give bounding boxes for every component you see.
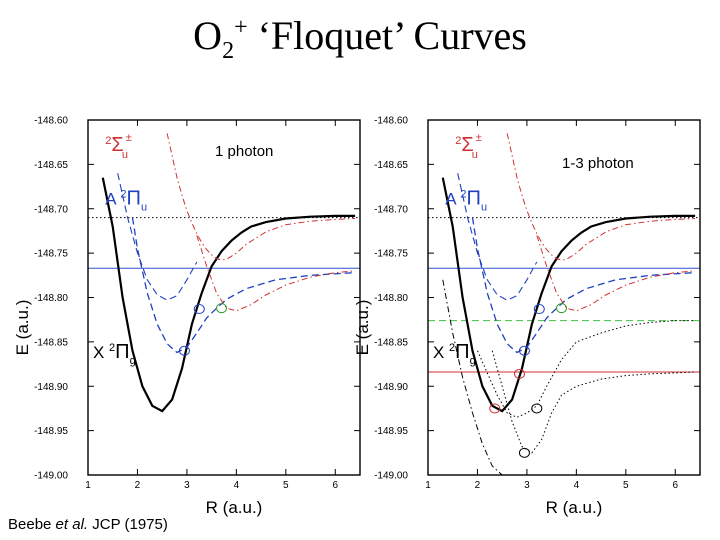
x-tick-label: 3 (184, 480, 190, 491)
y-tick-label: -148.65 (374, 160, 408, 171)
plot-frame (87, 119, 361, 476)
x-tick-label: 6 (332, 480, 338, 491)
potential-curve (196, 235, 356, 312)
crossing-marker (489, 403, 501, 414)
potential-curve (101, 177, 356, 413)
crossing-marker (518, 447, 530, 458)
state-label: 2Σ ± u (105, 132, 132, 161)
potential-curve (457, 173, 538, 301)
crossing-marker (178, 345, 190, 356)
chart-panel-1: 1 2 3 4 5 6 -148.60 -148.65 -148.70 -148.75 -148.8… (13, 116, 361, 517)
y-tick-label: -148.60 (374, 116, 408, 127)
y-axis-label: E (a.u.) (353, 300, 372, 356)
crossing-marker (556, 303, 568, 314)
y-tick-label: -148.80 (374, 293, 408, 304)
y-tick-label: -148.80 (34, 293, 68, 304)
photon-annotation: 1-3 photon (562, 155, 634, 172)
y-tick-label: -148.95 (374, 426, 408, 437)
potential-curve (471, 217, 696, 354)
y-tick-label: -148.85 (34, 337, 68, 348)
potential-curve (442, 279, 503, 475)
state-label: X 2Πg (93, 341, 136, 367)
state-label: 2Σ ± u (455, 132, 482, 161)
potential-curve (506, 133, 696, 261)
y-tick-label: -148.70 (34, 204, 68, 215)
x-tick-label: 3 (524, 480, 530, 491)
y-tick-label: -148.65 (34, 160, 68, 171)
plot-frame (427, 119, 701, 476)
crossing-marker (216, 303, 228, 314)
y-tick-label: -148.75 (34, 249, 68, 260)
potential-curve (117, 173, 198, 301)
x-axis-label: R (a.u.) (546, 498, 603, 517)
x-tick-label: 2 (475, 480, 481, 491)
y-tick-label: -149.00 (34, 471, 68, 482)
citation: Beebe et al. JCP (1975) (8, 516, 168, 533)
x-tick-label: 2 (135, 480, 141, 491)
crossing-marker (533, 304, 545, 315)
x-tick-label: 4 (234, 480, 240, 491)
y-tick-label: -148.90 (374, 382, 408, 393)
potential-curve (441, 177, 696, 413)
x-tick-label: 1 (85, 480, 91, 491)
crossing-marker (518, 345, 530, 356)
photon-annotation: 1 photon (215, 143, 273, 160)
y-tick-label: -148.75 (374, 249, 408, 260)
x-axis-label: R (a.u.) (206, 498, 263, 517)
x-tick-label: 6 (672, 480, 678, 491)
y-tick-label: -148.90 (34, 382, 68, 393)
y-tick-label: -148.70 (374, 204, 408, 215)
crossing-marker (193, 304, 205, 315)
y-tick-label: -149.00 (374, 471, 408, 482)
x-tick-label: 5 (283, 480, 289, 491)
y-tick-label: -148.60 (34, 116, 68, 127)
x-tick-label: 1 (425, 480, 431, 491)
potential-curve (477, 320, 696, 418)
state-label: A 2Πu (445, 187, 487, 213)
y-axis-label: E (a.u.) (13, 300, 32, 356)
x-tick-label: 4 (574, 480, 580, 491)
state-label: A 2Πu (105, 187, 147, 213)
chart-panel-2: 1 2 3 4 5 6 -148.60 -148.65 -148.70 -148.75 -148.8… (353, 116, 701, 517)
potential-curve (131, 217, 356, 354)
state-label: X 2Πg (433, 341, 476, 367)
x-tick-label: 5 (623, 480, 629, 491)
y-tick-label: -148.95 (34, 426, 68, 437)
potential-curve (536, 235, 696, 312)
crossing-marker (513, 368, 525, 379)
page-title: O2+ ‘Floquet’ Curves (193, 13, 527, 64)
crossing-marker (531, 403, 543, 414)
y-tick-label: -148.85 (374, 337, 408, 348)
